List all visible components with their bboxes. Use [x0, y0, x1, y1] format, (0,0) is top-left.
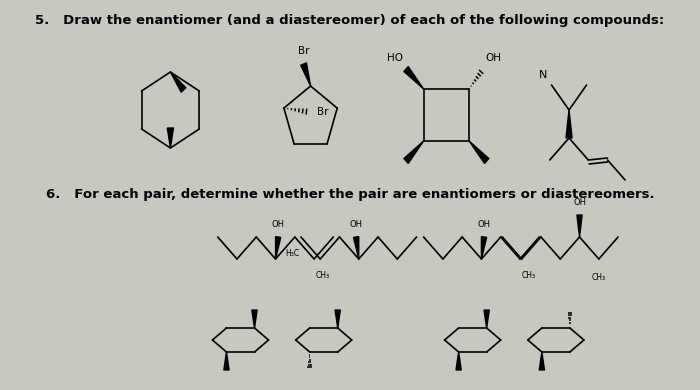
- Polygon shape: [456, 352, 461, 370]
- Text: N: N: [539, 70, 547, 80]
- Text: OH: OH: [349, 220, 363, 229]
- Polygon shape: [224, 352, 229, 370]
- Polygon shape: [566, 110, 572, 138]
- Text: 6.   For each pair, determine whether the pair are enantiomers or diastereomers.: 6. For each pair, determine whether the …: [46, 188, 655, 201]
- Text: OH: OH: [477, 220, 491, 229]
- Polygon shape: [404, 67, 424, 89]
- Polygon shape: [539, 352, 545, 370]
- Text: CH₃: CH₃: [316, 271, 330, 280]
- Text: Br: Br: [317, 107, 329, 117]
- Polygon shape: [170, 72, 186, 92]
- Polygon shape: [404, 141, 424, 163]
- Polygon shape: [577, 215, 582, 237]
- Polygon shape: [482, 237, 486, 259]
- Text: H₃C: H₃C: [285, 249, 299, 258]
- Text: OH: OH: [272, 220, 285, 229]
- Text: OH: OH: [485, 53, 501, 63]
- Polygon shape: [484, 310, 489, 328]
- Polygon shape: [335, 310, 340, 328]
- Polygon shape: [469, 141, 489, 163]
- Text: CH₃: CH₃: [522, 271, 536, 280]
- Text: CH₃: CH₃: [592, 273, 606, 282]
- Text: HO: HO: [386, 53, 402, 63]
- Polygon shape: [276, 237, 281, 259]
- Text: 5.   Draw the enantiomer (and a diastereomer) of each of the following compounds: 5. Draw the enantiomer (and a diastereom…: [36, 14, 664, 27]
- Polygon shape: [354, 237, 359, 259]
- Polygon shape: [252, 310, 257, 328]
- Text: OH: OH: [573, 198, 586, 207]
- Text: Br: Br: [298, 46, 309, 56]
- Polygon shape: [167, 128, 174, 148]
- Polygon shape: [301, 63, 311, 86]
